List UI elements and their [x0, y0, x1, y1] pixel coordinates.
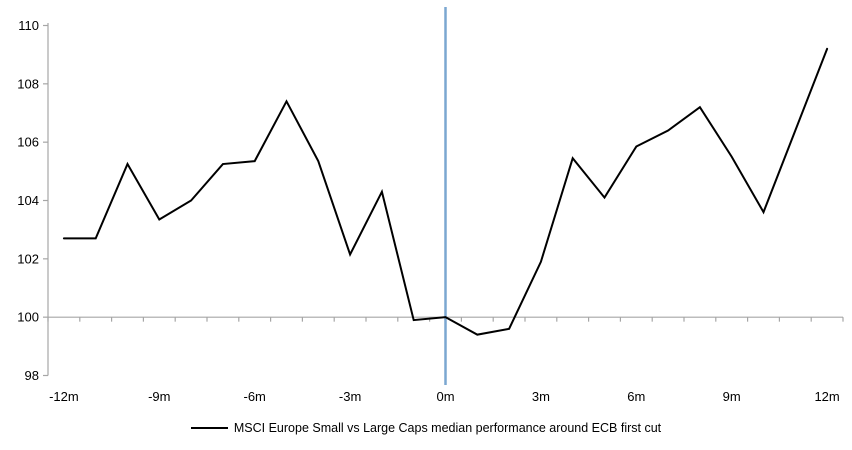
y-axis-tick-label: 106 [17, 135, 39, 150]
x-axis-tick-label: 12m [814, 389, 839, 404]
x-axis-tick-label: 9m [723, 389, 741, 404]
x-axis-tick-label: 0m [436, 389, 454, 404]
y-axis-tick-label: 110 [18, 18, 39, 33]
y-axis-tick-label: 104 [17, 193, 39, 208]
x-axis-tick-label: 3m [532, 389, 550, 404]
legend-line-swatch [190, 427, 228, 429]
x-axis-tick-label: -9m [148, 389, 170, 404]
x-axis-tick-label: -3m [339, 389, 361, 404]
y-axis-tick-label: 98 [25, 368, 39, 383]
legend-label: MSCI Europe Small vs Large Caps median p… [233, 421, 662, 435]
x-axis-tick-label: 6m [627, 389, 645, 404]
y-axis-tick-label: 108 [17, 76, 39, 91]
series-line [62, 47, 829, 336]
x-axis-tick-label: -12m [49, 389, 79, 404]
y-axis-tick-label: 100 [17, 310, 39, 325]
y-axis-tick-label: 102 [17, 251, 39, 266]
x-axis-tick-label: -6m [244, 389, 266, 404]
chart-legend: MSCI Europe Small vs Large Caps median p… [0, 421, 852, 435]
